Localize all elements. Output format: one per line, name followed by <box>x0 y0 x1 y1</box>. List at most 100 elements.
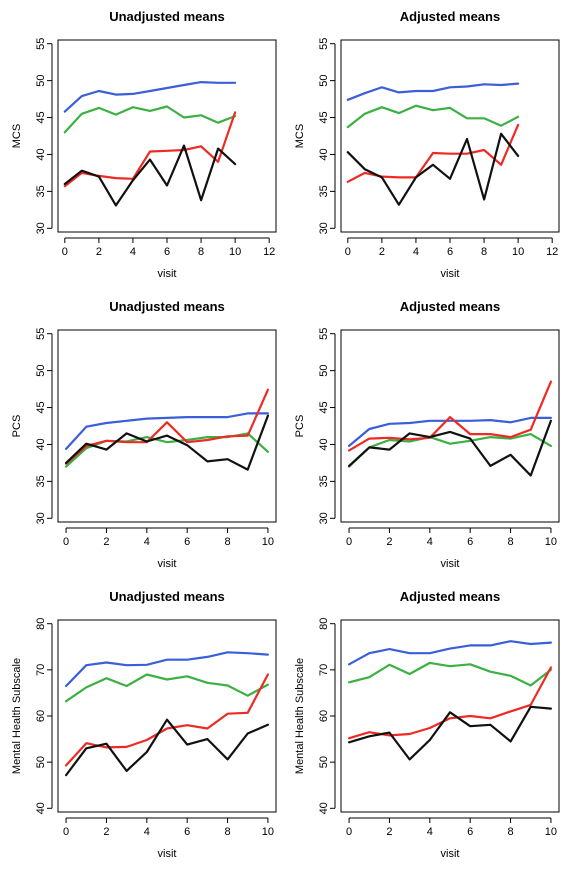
y-tick-label: 40 <box>35 438 47 450</box>
x-axis-label: visit <box>441 268 460 280</box>
series-line-0 <box>348 416 553 447</box>
plot-frame <box>340 619 560 813</box>
y-tick-label: 30 <box>35 512 47 524</box>
y-tick-label: 40 <box>35 148 47 160</box>
series-line-0 <box>64 651 269 688</box>
y-tick-label: 55 <box>318 328 330 340</box>
y-tick-label: 35 <box>35 185 47 197</box>
x-tick-label: 2 <box>386 536 392 548</box>
y-axis-label: PCS <box>11 415 23 438</box>
y-tick-label: 30 <box>35 222 47 234</box>
chart-panel-2: Unadjusted means 0 2 4 6 8 10 30 35 40 45 50 55 visit… <box>11 299 277 570</box>
series-line-1 <box>346 104 520 129</box>
y-tick-label: 40 <box>318 148 330 160</box>
x-tick-label: 10 <box>262 536 274 548</box>
y-tick-label: 50 <box>318 364 330 376</box>
y-tick-label: 35 <box>318 475 330 487</box>
y-tick-label: 50 <box>318 756 330 768</box>
x-tick-label: 2 <box>103 536 109 548</box>
series-line-3 <box>348 705 553 761</box>
y-tick-label: 60 <box>35 710 47 722</box>
plot-frame <box>57 619 277 813</box>
x-tick-label: 0 <box>346 536 352 548</box>
x-tick-label: 0 <box>346 826 352 838</box>
x-tick-label: 6 <box>467 536 473 548</box>
series-line-0 <box>64 412 269 450</box>
x-tick-label: 6 <box>184 536 190 548</box>
x-tick-label: 8 <box>507 826 513 838</box>
x-tick-label: 0 <box>345 246 351 258</box>
x-tick-label: 6 <box>467 826 473 838</box>
x-tick-label: 4 <box>144 826 150 838</box>
x-tick-label: 10 <box>545 826 557 838</box>
series-line-1 <box>348 433 553 468</box>
chart-panel-5: Adjusted means 0 2 4 6 8 10 40 50 60 70 80 visit Ment… <box>294 589 560 860</box>
y-tick-label: 80 <box>318 618 330 630</box>
y-tick-label: 55 <box>35 38 47 50</box>
chart-title: Unadjusted means <box>109 299 225 314</box>
y-axis-label: MCS <box>11 124 23 148</box>
chart-title: Unadjusted means <box>109 9 225 24</box>
series-line-0 <box>63 80 237 113</box>
x-tick-label: 0 <box>63 536 69 548</box>
chart-title: Unadjusted means <box>109 589 225 604</box>
series-line-0 <box>348 640 553 666</box>
x-tick-label: 8 <box>224 826 230 838</box>
y-tick-label: 80 <box>35 618 47 630</box>
series-line-2 <box>348 666 553 740</box>
y-tick-label: 35 <box>318 185 330 197</box>
y-tick-label: 30 <box>318 222 330 234</box>
x-tick-label: 0 <box>62 246 68 258</box>
series-line-2 <box>64 388 269 465</box>
chart-panel-3: Adjusted means 0 2 4 6 8 10 30 35 40 45 50 55 visit PC… <box>294 299 560 570</box>
series-line-3 <box>64 718 269 777</box>
x-tick-label: 4 <box>413 246 419 258</box>
series-line-0 <box>346 82 520 101</box>
series-line-1 <box>64 673 269 703</box>
y-tick-label: 70 <box>35 664 47 676</box>
x-tick-label: 6 <box>447 246 453 258</box>
x-tick-label: 2 <box>103 826 109 838</box>
y-tick-label: 45 <box>318 111 330 123</box>
y-tick-label: 50 <box>35 756 47 768</box>
y-tick-label: 50 <box>318 74 330 86</box>
y-tick-label: 50 <box>35 364 47 376</box>
y-tick-label: 45 <box>318 401 330 413</box>
series-line-1 <box>348 661 553 687</box>
series-line-2 <box>348 380 553 452</box>
chart-panel-0: Unadjusted means 0 2 4 6 8 10 12 30 35 40 45 50 55 vis… <box>11 9 277 280</box>
y-axis-label: PCS <box>294 415 306 438</box>
x-tick-label: 10 <box>229 246 241 258</box>
y-tick-label: 55 <box>35 328 47 340</box>
x-tick-label: 4 <box>144 536 150 548</box>
y-axis-label: Mental Health Subscale <box>11 658 23 774</box>
x-tick-label: 4 <box>427 536 433 548</box>
x-axis-label: visit <box>158 268 177 280</box>
series-line-3 <box>64 414 269 471</box>
plot-frame <box>57 39 277 233</box>
x-tick-label: 8 <box>224 536 230 548</box>
y-tick-label: 40 <box>318 438 330 450</box>
y-tick-label: 50 <box>35 74 47 86</box>
y-tick-label: 30 <box>318 512 330 524</box>
x-tick-label: 8 <box>198 246 204 258</box>
x-axis-label: visit <box>158 558 177 570</box>
chart-title: Adjusted means <box>400 299 500 314</box>
x-tick-label: 8 <box>507 536 513 548</box>
plot-frame <box>340 39 560 233</box>
y-tick-label: 45 <box>35 401 47 413</box>
x-tick-label: 4 <box>427 826 433 838</box>
plot-frame <box>57 329 277 523</box>
y-tick-label: 45 <box>35 111 47 123</box>
x-tick-label: 4 <box>130 246 136 258</box>
y-tick-label: 40 <box>35 802 47 814</box>
chart-title: Adjusted means <box>400 9 500 24</box>
y-tick-label: 35 <box>35 475 47 487</box>
chart-panel-4: Unadjusted means 0 2 4 6 8 10 40 50 60 70 80 visit Me… <box>11 589 277 860</box>
x-tick-label: 10 <box>512 246 524 258</box>
x-axis-label: visit <box>441 558 460 570</box>
series-line-3 <box>348 419 553 477</box>
x-tick-label: 6 <box>184 826 190 838</box>
series-line-1 <box>64 432 269 468</box>
